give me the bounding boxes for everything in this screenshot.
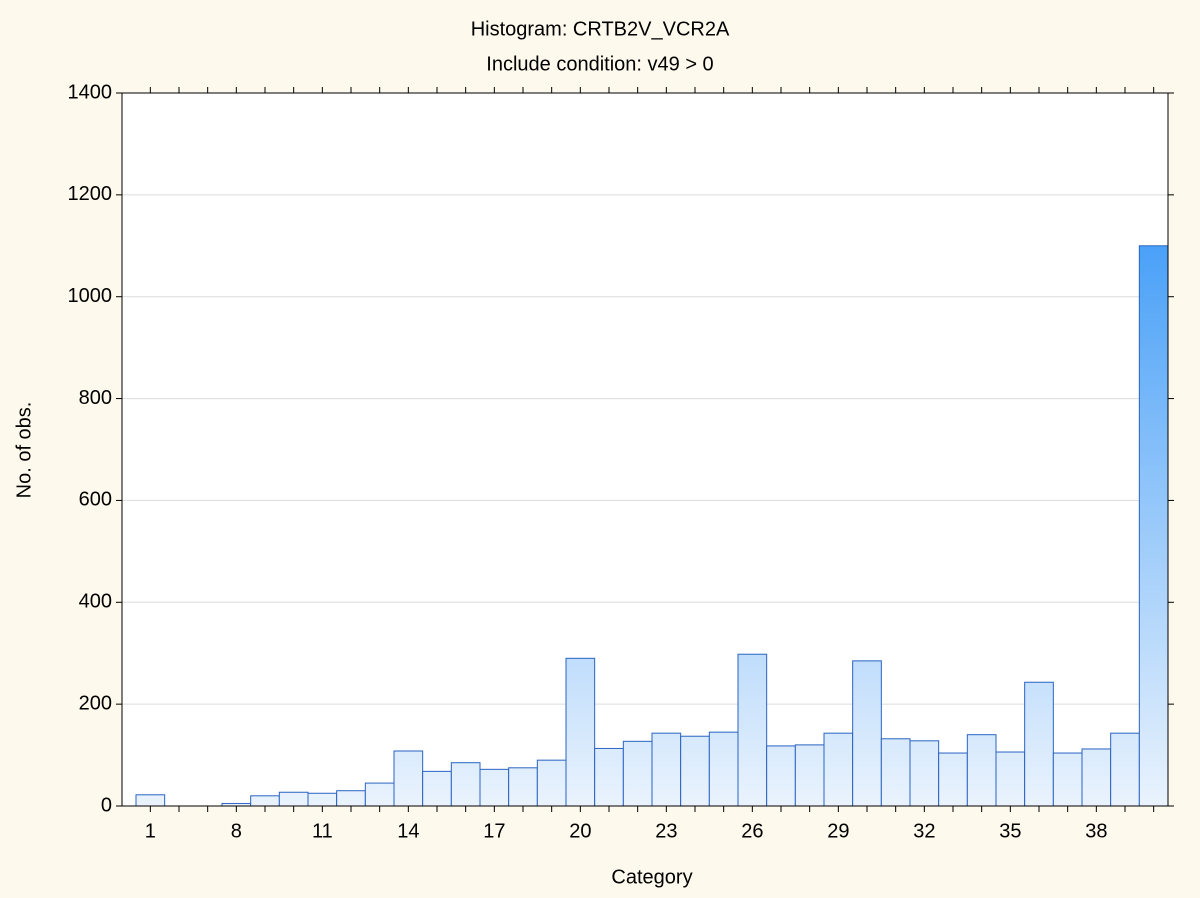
bar [651,732,682,807]
bar [909,740,940,807]
bar [966,734,997,807]
plot-layer: 0 200 400 600 800 1000 1200 1400 1 8 11 14 17 20 23 26 2… [68,81,1174,842]
x-axis-label: Category [611,866,692,888]
bar [536,759,567,807]
bar [794,744,825,807]
x-tick-label: 1 [145,820,156,842]
bar [364,782,395,807]
chart-subtitle: Include condition: v49 > 0 [486,53,713,75]
x-tick-label: 23 [655,820,677,842]
bar [508,767,538,807]
y-tick-label: 1000 [68,285,113,307]
x-tick-label: 38 [1085,820,1107,842]
bar [594,747,624,807]
bar [708,731,739,807]
y-tick-label: 600 [79,489,112,511]
bar [278,791,309,807]
bar [823,732,854,807]
x-tick-label: 20 [569,820,591,842]
chart-title: Histogram: CRTB2V_VCR2A [471,18,730,40]
x-tick-label: 8 [231,820,242,842]
y-tick-label: 0 [101,794,112,816]
bar [479,768,510,807]
x-tick-label: 29 [827,820,849,842]
plot-frame [121,92,1169,807]
bar [1138,245,1169,807]
bar [938,752,968,807]
bar [852,660,882,807]
bar [766,745,796,807]
x-tick-label: 17 [483,820,505,842]
bar [737,653,768,807]
bar [450,762,481,807]
bar [565,657,596,807]
y-tick-label: 1400 [68,81,113,103]
bar [135,794,166,807]
bar [622,740,653,807]
bar [422,770,452,807]
x-tick-label: 14 [397,820,419,842]
bar [1052,752,1083,807]
bar [995,751,1026,807]
bar [1024,681,1054,807]
x-tick-label: 35 [999,820,1021,842]
x-tick-label: 11 [312,820,333,842]
bar [393,750,424,807]
x-tick-label: 26 [741,820,763,842]
bar [880,738,911,807]
bar [680,735,710,807]
y-tick-label: 200 [79,692,112,714]
y-tick-label: 800 [79,387,112,409]
x-tick-label: 32 [913,820,935,842]
plot-area [122,93,1168,806]
y-axis-label: No. of obs. [13,402,35,499]
bar [1081,748,1112,807]
y-tick-label: 1200 [68,183,113,205]
bar [250,795,280,807]
bar [1110,732,1140,807]
y-tick-label: 400 [79,591,112,613]
bar [307,792,338,807]
bar [336,790,366,807]
